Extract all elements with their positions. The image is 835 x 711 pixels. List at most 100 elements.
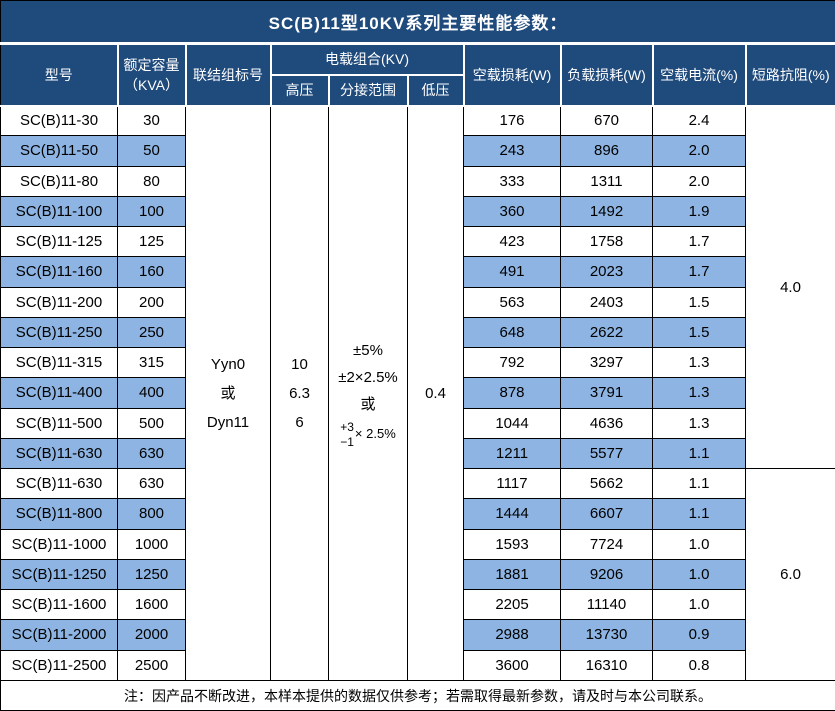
column-header-connection: 联结组标号	[184, 42, 272, 107]
table-row: SC(B)11-1000 1000 1593 7724 1.0	[0, 528, 835, 560]
column-header-voltage-group: 电载组合(KV)	[269, 42, 465, 76]
table-row: SC(B)11-2000 2000 2988 13730 0.9	[0, 619, 835, 651]
cell-load-loss: 13730	[560, 619, 653, 651]
cell-no-load-current: 1.9	[652, 195, 746, 228]
cell-no-load-loss: 333	[463, 165, 561, 197]
cell-no-load-loss: 1044	[463, 407, 561, 439]
merged-cell-impedance-line: 6.0	[780, 566, 801, 583]
cell-model: SC(B)11-2500	[0, 649, 118, 681]
cell-model: SC(B)11-1000	[0, 528, 118, 560]
cell-load-loss: 16310	[560, 649, 653, 681]
cell-no-load-current: 2.0	[652, 165, 746, 197]
cell-model: SC(B)11-100	[0, 195, 118, 228]
table-row: SC(B)11-1250 1250 1881 9206 1.0	[0, 558, 835, 591]
cell-model: SC(B)11-500	[0, 407, 118, 439]
cell-capacity: 315	[117, 346, 186, 379]
cell-load-loss: 896	[560, 135, 653, 167]
cell-load-loss: 4636	[560, 407, 653, 439]
title-row: SC(B)11型10KV系列主要性能参数：	[0, 0, 835, 45]
cell-model: SC(B)11-50	[0, 135, 118, 167]
table-row: SC(B)11-100 100 360 1492 1.9	[0, 195, 835, 228]
column-header-model: 型号	[0, 42, 119, 107]
table-row: SC(B)11-125 125 423 1758 1.7	[0, 225, 835, 258]
cell-model: SC(B)11-30	[0, 104, 118, 137]
cell-load-loss: 11140	[560, 588, 653, 621]
cell-no-load-current: 1.7	[652, 225, 746, 258]
cell-capacity: 630	[117, 437, 186, 470]
cell-no-load-current: 2.4	[652, 104, 746, 137]
cell-load-loss: 1758	[560, 225, 653, 258]
capacity-header-line2: （KVA）	[124, 76, 179, 93]
merged-cell-hv-line: 10	[291, 355, 308, 373]
cell-no-load-loss: 563	[463, 286, 561, 318]
cell-no-load-current: 1.1	[652, 498, 746, 530]
table-row: SC(B)11-2500 2500 3600 16310 0.8	[0, 649, 835, 681]
cell-load-loss: 2023	[560, 256, 653, 288]
cell-no-load-current: 1.5	[652, 286, 746, 318]
cell-capacity: 630	[117, 467, 186, 500]
cell-no-load-current: 1.3	[652, 377, 746, 409]
cell-capacity: 200	[117, 286, 186, 318]
cell-no-load-loss: 2988	[463, 619, 561, 651]
merged-cell-connection-line: Dyn11	[206, 413, 250, 431]
table-row: SC(B)11-630 630 1211 5577 1.1	[0, 437, 835, 470]
cell-load-loss: 9206	[560, 558, 653, 591]
cell-load-loss: 3791	[560, 377, 653, 409]
cell-no-load-current: 1.0	[652, 588, 746, 621]
merged-cell-tap-range-line: ±2×2.5%	[338, 368, 398, 386]
cell-load-loss: 5577	[560, 437, 653, 470]
header-row-top: 型号 额定容量 （KVA） 联结组标号 电载组合(KV) 空载损耗(W) 负载损…	[0, 42, 835, 107]
column-header-no-load-current: 空载电流(%)	[651, 42, 747, 107]
tap-fraction-suffix: × 2.5%	[354, 426, 396, 442]
column-header-load-loss: 负载损耗(W)	[559, 42, 654, 107]
cell-no-load-current: 1.1	[652, 437, 746, 470]
cell-no-load-current: 1.3	[652, 346, 746, 379]
table-row: SC(B)11-630 630 1117 5662 1.1 6.0	[0, 467, 835, 681]
merged-cell-hv-line: 6.3	[289, 384, 310, 402]
merged-cell-hv: 10 6.3 6	[270, 105, 329, 681]
cell-model: SC(B)11-630	[0, 467, 118, 500]
note-row: 注：因产品不断改进，本样本提供的数据仅供参考；若需取得最新参数，请及时与本公司联…	[0, 680, 835, 711]
merged-cell-impedance-line: 4.0	[780, 278, 801, 296]
cell-capacity: 125	[117, 225, 186, 258]
cell-no-load-current: 0.9	[652, 619, 746, 651]
cell-model: SC(B)11-250	[0, 316, 118, 349]
cell-capacity: 2500	[117, 649, 186, 681]
cell-load-loss: 2622	[560, 316, 653, 349]
merged-cell-impedance: 4.0	[745, 105, 835, 469]
cell-capacity: 100	[117, 195, 186, 228]
table-row: SC(B)11-30 30 Yyn0 或 Dyn11 10 6.3 6 ±5% ±2×2.5% 或 +…	[0, 104, 835, 681]
cell-load-loss: 1492	[560, 195, 653, 228]
cell-no-load-loss: 360	[463, 195, 561, 228]
column-header-capacity: 额定容量 （KVA）	[116, 42, 187, 107]
header-row-sub: 高压 分接范围 低压	[1, 73, 835, 107]
table-row: SC(B)11-200 200 563 2403 1.5	[0, 286, 835, 318]
page-title: SC(B)11型10KV系列主要性能参数：	[0, 0, 835, 45]
merged-cell-tap-range-line: ±5%	[353, 341, 383, 359]
cell-model: SC(B)11-1600	[0, 588, 118, 621]
cell-model: SC(B)11-2000	[0, 619, 118, 651]
capacity-header-line1: 额定容量	[123, 56, 180, 73]
tap-fraction-part: +3	[340, 419, 354, 434]
table-row: SC(B)11-160 160 491 2023 1.7	[0, 256, 835, 288]
cell-capacity: 160	[117, 256, 186, 288]
cell-model: SC(B)11-1250	[0, 558, 118, 591]
cell-capacity: 400	[117, 377, 186, 409]
cell-no-load-loss: 878	[463, 377, 561, 409]
cell-no-load-loss: 176	[463, 104, 561, 137]
merged-cell-tap-range: ±5% ±2×2.5% 或 +3 −1 × 2.5%	[328, 105, 408, 681]
merged-cell-connection-line: Yyn0	[210, 355, 246, 373]
cell-load-loss: 6607	[560, 498, 653, 530]
cell-no-load-current: 1.3	[652, 407, 746, 439]
cell-capacity: 1600	[117, 588, 186, 621]
table-row: SC(B)11-80 80 333 1311 2.0	[0, 165, 835, 197]
table-row: SC(B)11-1600 1600 2205 11140 1.0	[0, 588, 835, 621]
merged-cell-lv-line: 0.4	[425, 384, 446, 402]
cell-model: SC(B)11-125	[0, 225, 118, 258]
cell-model: SC(B)11-630	[0, 437, 118, 470]
table-row: SC(B)11-400 400 878 3791 1.3	[0, 377, 835, 409]
cell-no-load-loss: 648	[463, 316, 561, 349]
cell-no-load-current: 0.8	[652, 649, 746, 681]
